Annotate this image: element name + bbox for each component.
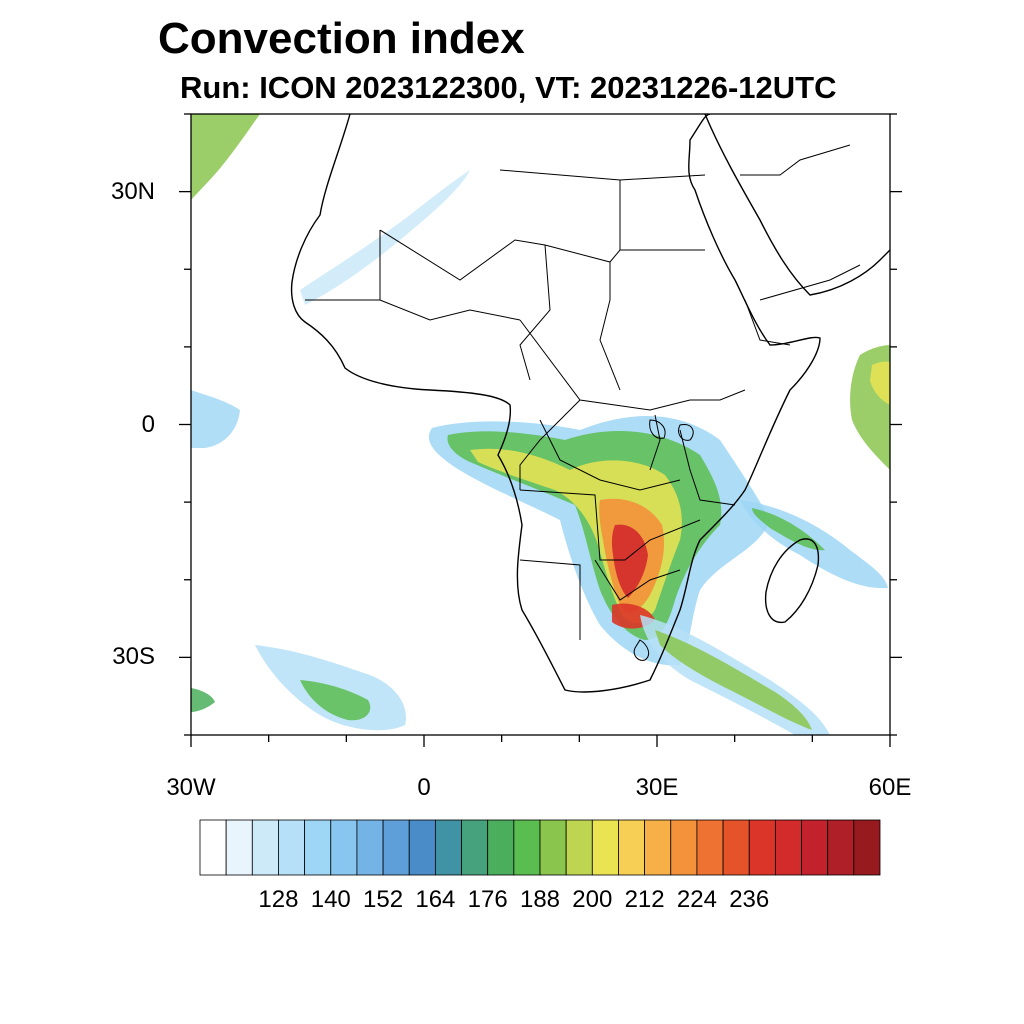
- colorbar: [199, 819, 881, 876]
- colorbar-swatch: [591, 819, 619, 876]
- colorbar-swatch: [670, 819, 698, 876]
- region-madagascar-core: [752, 508, 825, 551]
- colorbar-label: 236: [729, 886, 770, 913]
- lon-tick-label: 60E: [868, 774, 912, 801]
- lat-tick-label: 30N: [110, 177, 155, 205]
- madagascar: [764, 538, 820, 624]
- lon-tick-label: 30W: [166, 774, 216, 801]
- colorbar-swatch: [827, 819, 855, 876]
- colorbar-swatch: [251, 819, 279, 876]
- colorbar-label: 164: [415, 886, 456, 913]
- colorbar-label: 188: [519, 886, 561, 913]
- colorbar-swatch: [513, 819, 541, 876]
- colorbar-label: 128: [258, 886, 299, 913]
- colorbar-label: 140: [310, 886, 351, 913]
- map-subtitle: Run: ICON 2023122300, VT: 20231226-12UTC: [180, 70, 837, 105]
- lat-tick-label: 0: [141, 410, 155, 438]
- colorbar-swatch: [748, 819, 776, 876]
- lon-tick-label: 30E: [635, 774, 679, 801]
- colorbar-swatch: [278, 819, 306, 876]
- tick-marks: [179, 113, 902, 747]
- colorbar-swatch: [304, 819, 332, 876]
- colorbar-label: 152: [363, 886, 404, 913]
- colorbar-swatch: [382, 819, 410, 876]
- region-nw-corner: [191, 114, 260, 200]
- region-sahara-band: [300, 170, 470, 305]
- coastline: [290, 114, 821, 693]
- colorbar-swatch: [774, 819, 802, 876]
- colorbar-swatch: [801, 819, 829, 876]
- region-west-atlantic: [191, 390, 240, 448]
- lat-tick-label: 30S: [112, 643, 155, 671]
- map-title: Convection index: [158, 14, 525, 63]
- field-layer: [191, 114, 890, 735]
- country-borders: [305, 144, 861, 661]
- region-central-band-peak: [611, 524, 648, 598]
- colorbar-swatch: [225, 819, 253, 876]
- colorbar-swatch: [408, 819, 436, 876]
- colorbar-swatch: [487, 819, 515, 876]
- region-sw-corner: [191, 688, 215, 712]
- colorbar-swatch: [539, 819, 567, 876]
- colorbar-swatch: [356, 819, 384, 876]
- colorbar-swatch: [565, 819, 593, 876]
- colorbar-swatch: [199, 819, 227, 876]
- colorbar-swatch: [853, 819, 881, 876]
- region-atlantic-cell-mid: [300, 680, 371, 721]
- colorbar-swatch: [434, 819, 462, 876]
- colorbar-swatch: [618, 819, 646, 876]
- colorbar-label: 224: [676, 886, 717, 913]
- region-ne-edge-core: [870, 361, 890, 405]
- colorbar-label: 212: [624, 886, 665, 913]
- colorbar-label: 200: [572, 886, 613, 913]
- lon-tick-label: 0: [417, 774, 431, 801]
- colorbar-swatch: [330, 819, 358, 876]
- colorbar-swatch: [696, 819, 724, 876]
- colorbar-swatch: [461, 819, 489, 876]
- arabia-coast: [704, 114, 890, 296]
- region-se-band-mid: [655, 630, 812, 730]
- colorbar-swatch: [722, 819, 750, 876]
- colorbar-label: 176: [467, 886, 508, 913]
- colorbar-swatch: [644, 819, 672, 876]
